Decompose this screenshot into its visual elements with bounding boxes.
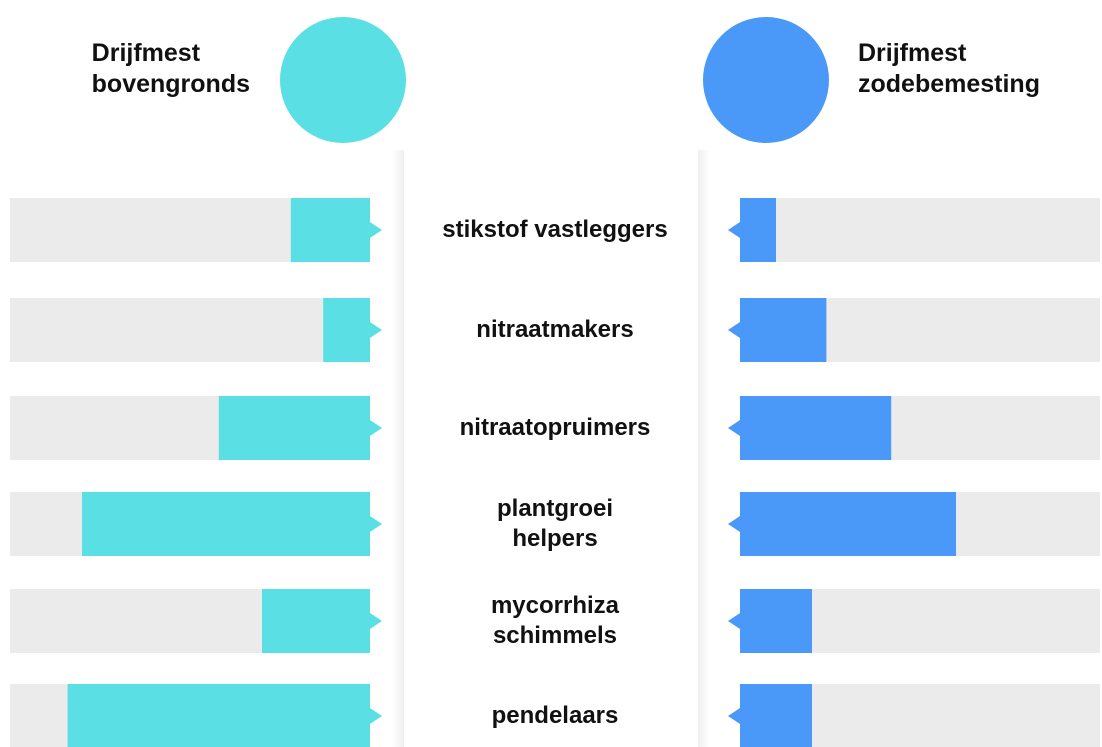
category-label: nitraatopruimers	[459, 414, 651, 441]
track	[10, 298, 370, 362]
category-label: mycorrhiza schimmels	[490, 592, 620, 649]
bar	[740, 298, 827, 362]
series-icon	[280, 17, 406, 143]
series-title: Drijfmest zodebemesting	[858, 39, 1040, 99]
bar	[82, 492, 370, 556]
pointer	[370, 516, 382, 532]
pointer	[728, 420, 740, 436]
column-shadow	[698, 150, 710, 747]
pointer	[370, 222, 382, 238]
pointer	[728, 613, 740, 629]
pointer	[370, 322, 382, 338]
pointer	[370, 420, 382, 436]
bar	[262, 589, 370, 653]
category-label: nitraatmakers	[476, 316, 634, 343]
pointer	[370, 708, 382, 724]
bar	[323, 298, 370, 362]
bar	[740, 198, 776, 262]
bar	[218, 396, 370, 460]
pointer	[728, 708, 740, 724]
category-label: plantgroei helpers	[496, 495, 613, 552]
pointer	[728, 322, 740, 338]
bar	[740, 396, 892, 460]
pointer	[728, 516, 740, 532]
bar	[740, 492, 956, 556]
category-label: pendelaars	[491, 702, 619, 729]
bar	[290, 198, 370, 262]
series-title: Drijfmest bovengronds	[91, 39, 250, 99]
pointer	[728, 222, 740, 238]
series-icon	[703, 17, 829, 143]
bar	[740, 589, 812, 653]
column-shadow	[392, 150, 404, 747]
category-label: stikstof vastleggers	[442, 216, 668, 243]
bar	[740, 684, 812, 747]
track	[740, 198, 1100, 262]
pointer	[370, 613, 382, 629]
bar	[67, 684, 370, 747]
